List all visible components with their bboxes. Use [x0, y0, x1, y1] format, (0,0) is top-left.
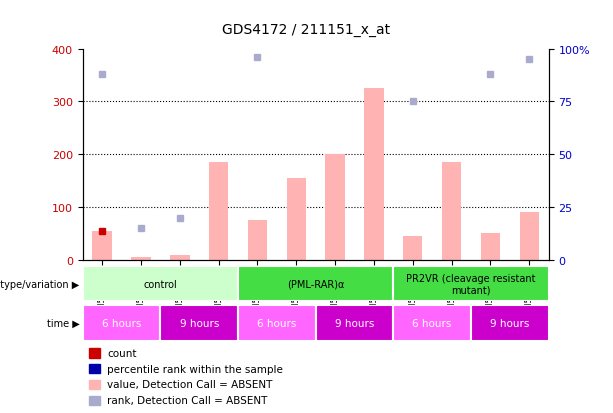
Bar [481, 234, 500, 260]
Bar [83, 266, 238, 301]
Bar [248, 221, 267, 260]
Bar [209, 163, 228, 260]
Text: 6 hours: 6 hours [102, 318, 141, 328]
Text: 9 hours: 9 hours [335, 318, 374, 328]
Bar [394, 306, 471, 341]
Text: genotype/variation ▶: genotype/variation ▶ [0, 279, 80, 289]
Bar [170, 255, 189, 260]
Text: value, Detection Call = ABSENT: value, Detection Call = ABSENT [107, 380, 273, 389]
Text: rank, Detection Call = ABSENT: rank, Detection Call = ABSENT [107, 395, 268, 405]
Bar [403, 237, 422, 260]
Bar [326, 155, 345, 260]
Text: (PML-RAR)α: (PML-RAR)α [287, 279, 345, 289]
Bar [161, 306, 238, 341]
Bar [238, 306, 316, 341]
Text: 9 hours: 9 hours [490, 318, 530, 328]
Text: 9 hours: 9 hours [180, 318, 219, 328]
Text: 6 hours: 6 hours [413, 318, 452, 328]
Bar [131, 258, 151, 260]
Bar [364, 89, 384, 260]
Bar [287, 178, 306, 260]
Text: percentile rank within the sample: percentile rank within the sample [107, 364, 283, 374]
Text: PR2VR (cleavage resistant
mutant): PR2VR (cleavage resistant mutant) [406, 273, 536, 295]
Bar [394, 266, 549, 301]
Bar [83, 306, 161, 341]
Text: GDS4172 / 211151_x_at: GDS4172 / 211151_x_at [223, 23, 390, 37]
Bar [519, 213, 539, 260]
Bar [93, 231, 112, 260]
Text: 6 hours: 6 hours [257, 318, 297, 328]
Text: control: control [143, 279, 177, 289]
Bar [238, 266, 394, 301]
Bar [316, 306, 394, 341]
Bar [471, 306, 549, 341]
Text: count: count [107, 348, 137, 358]
Text: time ▶: time ▶ [47, 318, 80, 328]
Bar [442, 163, 462, 260]
